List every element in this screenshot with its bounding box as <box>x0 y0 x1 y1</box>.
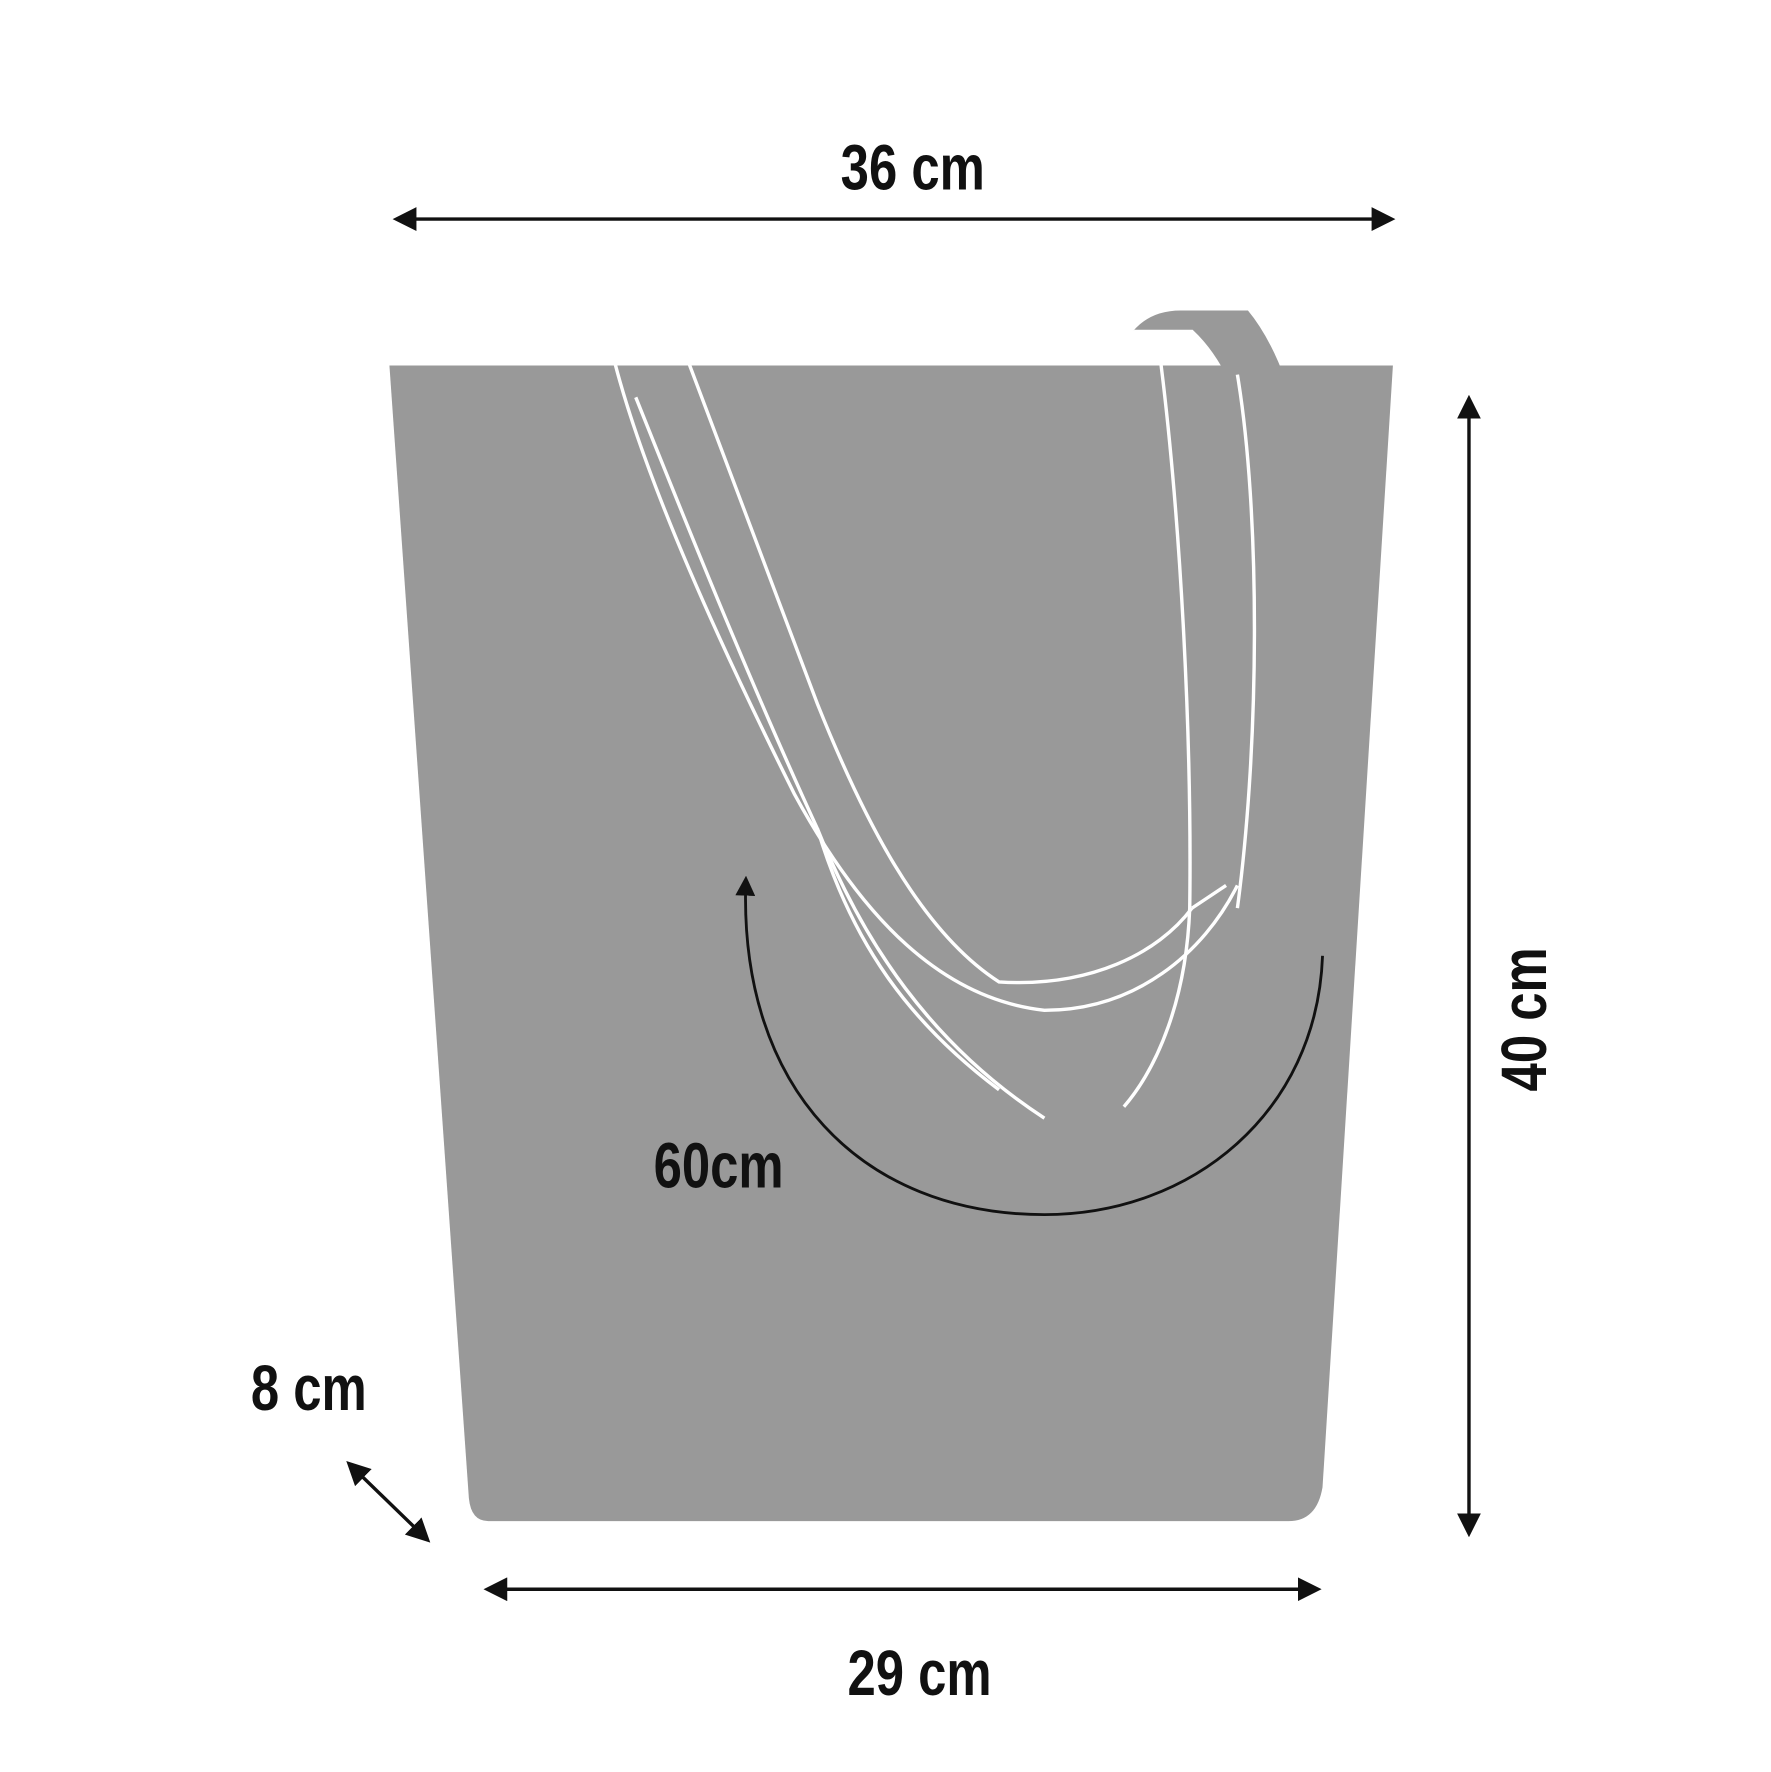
handle-length-label: 60cm <box>654 1131 784 1202</box>
bag-body <box>389 365 1393 1522</box>
depth-label: 8 cm <box>251 1354 367 1425</box>
top-width-label: 36 cm <box>841 133 985 204</box>
bottom-width-label: 29 cm <box>847 1638 991 1709</box>
handle-length-arrow <box>735 875 1324 1217</box>
height-label: 40 cm <box>1490 947 1561 1091</box>
depth-arrow <box>346 1461 431 1543</box>
front-strap <box>609 340 1257 1120</box>
